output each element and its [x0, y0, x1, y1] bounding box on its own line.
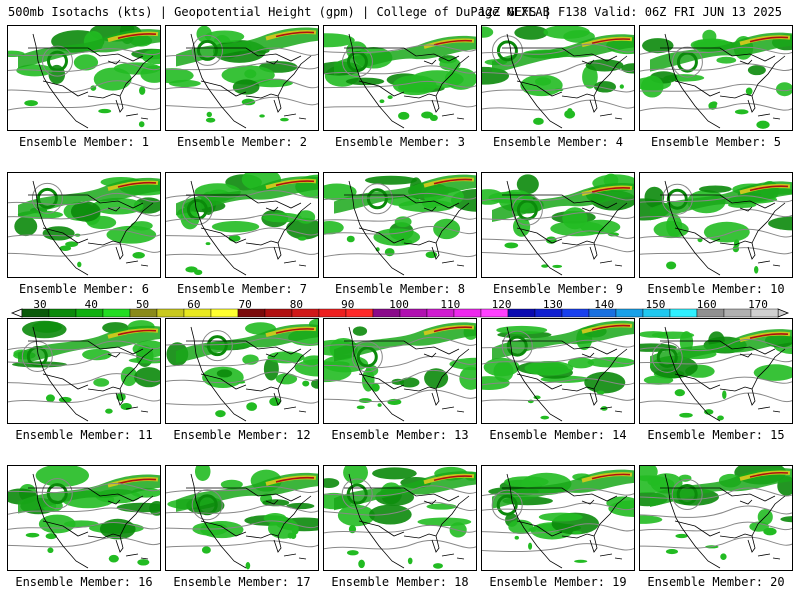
ensemble-map-panel	[639, 318, 793, 424]
colorbar-segment	[507, 308, 536, 318]
ensemble-map-panel	[7, 172, 161, 278]
ensemble-map-panel	[639, 172, 793, 278]
ensemble-map-panel	[165, 318, 319, 424]
isotach-colorbar	[10, 308, 790, 318]
colorbar-segment	[615, 308, 644, 318]
ensemble-member-label: Ensemble Member: 5	[650, 135, 782, 149]
ensemble-map-panel	[323, 25, 477, 131]
ensemble-member-label: Ensemble Member: 12	[173, 428, 311, 442]
ensemble-member-label: Ensemble Member: 17	[173, 575, 311, 589]
ensemble-member-label: Ensemble Member: 15	[647, 428, 785, 442]
colorbar-segment	[210, 308, 239, 318]
ensemble-member-label: Ensemble Member: 11	[15, 428, 153, 442]
ensemble-map-panel	[7, 318, 161, 424]
ensemble-member-label: Ensemble Member: 8	[334, 282, 466, 296]
ensemble-member-label: Ensemble Member: 2	[176, 135, 308, 149]
colorbar-segment	[561, 308, 590, 318]
ensemble-member-label: Ensemble Member: 6	[18, 282, 150, 296]
ensemble-map-panel	[165, 172, 319, 278]
ensemble-map-panel	[639, 465, 793, 571]
colorbar-segment	[264, 308, 293, 318]
colorbar-segment	[48, 308, 77, 318]
ensemble-map-panel	[639, 25, 793, 131]
ensemble-member-label: Ensemble Member: 13	[331, 428, 469, 442]
colorbar-tick: 120	[491, 298, 512, 311]
colorbar-segment	[750, 308, 779, 318]
colorbar-tick: 140	[594, 298, 615, 311]
ensemble-map-panel	[323, 465, 477, 571]
colorbar-tick: 50	[135, 298, 150, 311]
colorbar-tick: 170	[748, 298, 768, 311]
colorbar-tick: 130	[542, 298, 563, 311]
ensemble-member-label: Ensemble Member: 3	[334, 135, 466, 149]
colorbar-tick: 30	[33, 298, 47, 311]
colorbar-tick: 60	[187, 298, 201, 311]
colorbar-segment	[102, 308, 131, 318]
ensemble-member-label: Ensemble Member: 16	[15, 575, 153, 589]
colorbar-tick: 80	[289, 298, 304, 311]
ensemble-member-label: Ensemble Member: 1	[18, 135, 150, 149]
ensemble-member-label: Ensemble Member: 9	[492, 282, 624, 296]
ensemble-map-panel	[165, 465, 319, 571]
ensemble-map-panel	[481, 172, 635, 278]
ensemble-member-label: Ensemble Member: 14	[489, 428, 627, 442]
ensemble-map-panel	[481, 318, 635, 424]
ensemble-map-panel	[481, 465, 635, 571]
ensemble-member-label: Ensemble Member: 19	[489, 575, 627, 589]
ensemble-map-panel	[7, 465, 161, 571]
colorbar-tick: 90	[341, 298, 355, 311]
colorbar-tick: 70	[238, 298, 252, 311]
ensemble-map-panel	[7, 25, 161, 131]
map-title: 500mb Isotachs (kts) | Geopotential Heig…	[8, 5, 550, 19]
colorbar-segment	[723, 308, 752, 318]
colorbar-segment	[669, 308, 698, 318]
colorbar-tick: 150	[645, 298, 666, 311]
ensemble-member-label: Ensemble Member: 7	[176, 282, 308, 296]
ensemble-member-label: Ensemble Member: 20	[647, 575, 785, 589]
ensemble-member-label: Ensemble Member: 18	[331, 575, 469, 589]
ensemble-member-label: Ensemble Member: 10	[647, 282, 785, 296]
colorbar-tick: 110	[440, 298, 461, 311]
colorbar-tick: 100	[389, 298, 409, 311]
ensemble-map-panel	[323, 172, 477, 278]
colorbar-tick: 160	[696, 298, 717, 311]
ensemble-map-panel	[481, 25, 635, 131]
colorbar-tick: 40	[84, 298, 98, 311]
colorbar-segment	[156, 308, 185, 318]
ensemble-map-panel	[323, 318, 477, 424]
ensemble-map-panel	[165, 25, 319, 131]
model-run-valid-time: 12Z GEFS | F138 Valid: 06Z FRI JUN 13 20…	[478, 5, 782, 19]
ensemble-member-label: Ensemble Member: 4	[492, 135, 624, 149]
